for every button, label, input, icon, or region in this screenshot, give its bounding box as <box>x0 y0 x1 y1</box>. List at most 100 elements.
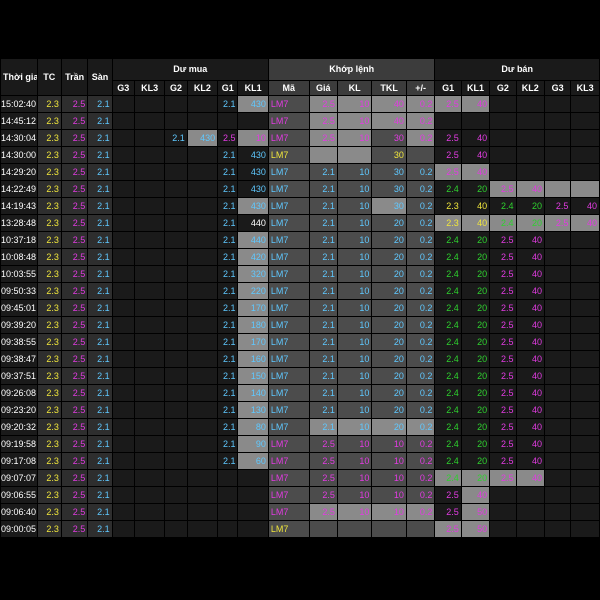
table-row[interactable]: 09:38:47 2.3 2.5 2.1 2.1 160 LM7 2.1 10 20 0.2 2.4 2… <box>0 350 600 368</box>
match-volume-cell: 10 <box>336 503 373 521</box>
bid-g3-cell <box>111 418 135 436</box>
row-ref-price: 2.3 <box>36 435 62 453</box>
match-code-cell: LM7 <box>267 282 310 300</box>
match-total-volume-cell: 10 <box>371 452 407 470</box>
bid-kl2-cell <box>186 520 219 538</box>
table-row[interactable]: 09:50:33 2.3 2.5 2.1 2.1 220 LM7 2.1 10 20 0.2 2.4 2… <box>0 282 600 300</box>
ask-g3-cell: 2.4 <box>434 282 462 300</box>
row-ceiling-price: 2.5 <box>60 248 89 266</box>
row-ceiling-price: 2.5 <box>60 265 89 283</box>
table-row[interactable]: 09:37:51 2.3 2.5 2.1 2.1 150 LM7 2.1 10 20 0.2 2.4 2… <box>0 367 600 385</box>
match-total-volume-cell: 20 <box>371 265 407 283</box>
row-floor-price: 2.1 <box>87 503 113 521</box>
table-row[interactable]: 09:20:32 2.3 2.5 2.1 2.1 80 LM7 2.1 10 20 0.2 2.4 20… <box>0 418 600 436</box>
ask-g3-cell: 2.5 <box>434 503 462 521</box>
table-row[interactable]: 14:45:12 2.3 2.5 2.1 LM7 2.5 10 40 0.2 <box>0 112 600 130</box>
match-price-cell: 2.1 <box>308 282 338 300</box>
match-volume-cell: 10 <box>336 469 373 487</box>
table-row[interactable]: 10:08:48 2.3 2.5 2.1 2.1 420 LM7 2.1 10 20 0.2 2.4 2… <box>0 248 600 266</box>
bid-kl1-cell: 420 <box>237 248 269 266</box>
match-code-cell: LM7 <box>267 146 310 164</box>
table-row[interactable]: 10:37:18 2.3 2.5 2.1 2.1 440 LM7 2.1 10 20 0.2 2.4 2… <box>0 231 600 249</box>
ask-kl3-cell: 40 <box>460 214 491 232</box>
ask-g2-cell: 2.5 <box>489 384 517 402</box>
table-row[interactable]: 14:19:43 2.3 2.5 2.1 2.1 430 LM7 2.1 10 30 0.2 2.3 4… <box>0 197 600 215</box>
bid-g3-cell <box>111 180 135 198</box>
match-volume-cell: 10 <box>336 452 373 470</box>
row-ref-price: 2.3 <box>36 418 62 436</box>
match-code-cell: LM7 <box>267 486 310 504</box>
match-code-cell: LM7 <box>267 265 310 283</box>
bid-kl1-cell: 170 <box>237 299 269 317</box>
ask-kl2-cell: 40 <box>515 384 545 402</box>
ask-g2-cell: 2.5 <box>489 452 517 470</box>
bid-g3-cell <box>111 248 135 266</box>
match-change-cell: 0.2 <box>405 503 436 521</box>
table-row[interactable]: 15:02:40 2.3 2.5 2.1 2.1 430 LM7 2.5 10 40 0.2 2.5 4… <box>0 95 600 113</box>
match-total-volume-cell: 20 <box>371 401 407 419</box>
bid-kl1-cell: 180 <box>237 316 269 334</box>
row-time: 09:00:05 <box>0 520 38 538</box>
table-row[interactable]: 09:39:20 2.3 2.5 2.1 2.1 180 LM7 2.1 10 20 0.2 2.4 2… <box>0 316 600 334</box>
bid-kl1-cell: 170 <box>237 333 269 351</box>
ask-g3-cell: 2.4 <box>434 367 462 385</box>
match-code-cell: LM7 <box>267 469 310 487</box>
table-row[interactable]: 10:03:55 2.3 2.5 2.1 2.1 320 LM7 2.1 10 20 0.2 2.4 2… <box>0 265 600 283</box>
table-row[interactable]: 14:29:20 2.3 2.5 2.1 2.1 430 LM7 2.1 10 30 0.2 2.5 4… <box>0 163 600 181</box>
match-code-cell: LM7 <box>267 452 310 470</box>
table-row[interactable]: 09:38:55 2.3 2.5 2.1 2.1 170 LM7 2.1 10 20 0.2 2.4 2… <box>0 333 600 351</box>
table-row[interactable]: 09:06:55 2.3 2.5 2.1 LM7 2.5 10 10 0.2 2.5 40 <box>0 486 600 504</box>
ask-g2-cell: 2.5 <box>489 350 517 368</box>
table-row[interactable]: 14:30:04 2.3 2.5 2.1 2.1 430 2.5 10 LM7 2.5 10 30 0.… <box>0 129 600 147</box>
row-ref-price: 2.3 <box>36 214 62 232</box>
table-row[interactable]: 09:23:20 2.3 2.5 2.1 2.1 130 LM7 2.1 10 20 0.2 2.4 2… <box>0 401 600 419</box>
bid-kl3-cell <box>133 265 166 283</box>
table-row[interactable]: 13:28:48 2.3 2.5 2.1 2.1 440 LM7 2.1 10 20 0.2 2.3 4… <box>0 214 600 232</box>
ask-kl2-cell: 40 <box>515 333 545 351</box>
row-time: 14:19:43 <box>0 197 38 215</box>
bid-g3-cell <box>111 435 135 453</box>
table-row[interactable]: 09:17:08 2.3 2.5 2.1 2.1 60 LM7 2.5 10 10 0.2 2.4 20… <box>0 452 600 470</box>
row-ceiling-price: 2.5 <box>60 299 89 317</box>
ask-kl2-cell: 40 <box>515 316 545 334</box>
row-floor-price: 2.1 <box>87 333 113 351</box>
row-floor-price: 2.1 <box>87 129 113 147</box>
ask-g3-cell <box>434 112 462 130</box>
match-price-cell: 2.1 <box>308 248 338 266</box>
ask-kl1-cell <box>570 231 600 249</box>
ask-g2-cell: 2.4 <box>489 214 517 232</box>
row-ceiling-price: 2.5 <box>60 163 89 181</box>
table-row[interactable]: 09:06:40 2.3 2.5 2.1 LM7 2.5 10 10 0.2 2.5 50 <box>0 503 600 521</box>
ask-g3-cell: 2.4 <box>434 248 462 266</box>
bid-g1-cell: 2.1 <box>217 180 239 198</box>
match-volume-cell: 10 <box>336 95 373 113</box>
bid-col-kl1-header: KL1 <box>237 80 269 96</box>
table-row[interactable]: 09:26:08 2.3 2.5 2.1 2.1 140 LM7 2.1 10 20 0.2 2.4 2… <box>0 384 600 402</box>
bid-kl1-cell: 430 <box>237 163 269 181</box>
row-floor-price: 2.1 <box>87 248 113 266</box>
bid-kl2-cell <box>186 486 219 504</box>
match-price-cell: 2.5 <box>308 112 338 130</box>
match-volume-cell: 10 <box>336 299 373 317</box>
table-row[interactable]: 09:45:01 2.3 2.5 2.1 2.1 170 LM7 2.1 10 20 0.2 2.4 2… <box>0 299 600 317</box>
bid-g2-cell <box>164 367 188 385</box>
bid-kl3-cell <box>133 435 166 453</box>
bid-kl2-cell <box>186 333 219 351</box>
ask-kl3-cell: 20 <box>460 333 491 351</box>
match-total-volume-cell: 40 <box>371 112 407 130</box>
table-row[interactable]: 14:22:49 2.3 2.5 2.1 2.1 430 LM7 2.1 10 30 0.2 2.4 2… <box>0 180 600 198</box>
table-row[interactable]: 09:19:58 2.3 2.5 2.1 2.1 90 LM7 2.5 10 10 0.2 2.4 20… <box>0 435 600 453</box>
row-ceiling-price: 2.5 <box>60 129 89 147</box>
table-row[interactable]: 14:30:00 2.3 2.5 2.1 2.1 430 LM7 30 2.5 40 <box>0 146 600 164</box>
bid-g2-cell <box>164 418 188 436</box>
bid-kl3-cell <box>133 486 166 504</box>
match-code-cell: LM7 <box>267 418 310 436</box>
table-row[interactable]: 09:07:07 2.3 2.5 2.1 LM7 2.5 10 10 0.2 2.4 20 2.5 40 <box>0 469 600 487</box>
ask-g1-cell <box>543 265 572 283</box>
bid-g1-cell <box>217 469 239 487</box>
bid-g3-cell <box>111 112 135 130</box>
ask-kl1-cell <box>570 129 600 147</box>
match-total-volume-cell: 40 <box>371 95 407 113</box>
bid-g2-cell <box>164 231 188 249</box>
table-row[interactable]: 09:00:05 2.3 2.5 2.1 LM7 2.5 50 <box>0 520 600 538</box>
